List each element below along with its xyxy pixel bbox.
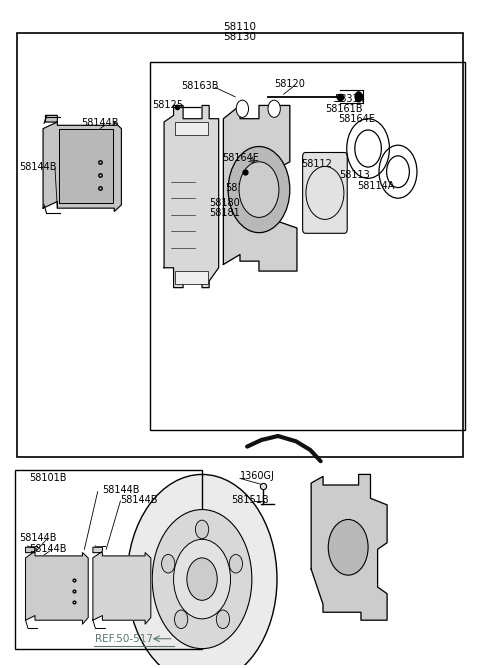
Circle shape [328,520,368,575]
Text: 58144B: 58144B [29,544,66,554]
Circle shape [127,474,277,668]
Text: 58120: 58120 [274,79,305,89]
Text: 58164E: 58164E [222,154,259,164]
Circle shape [239,162,279,217]
Text: 58181: 58181 [209,208,240,218]
Bar [175,271,208,285]
Bar [17,33,463,456]
Polygon shape [59,129,113,203]
Text: 58164E: 58164E [338,114,374,124]
Text: 58125: 58125 [152,100,183,110]
Text: 58114A: 58114A [358,181,395,191]
Text: 58112: 58112 [301,160,332,170]
Circle shape [236,100,249,118]
Polygon shape [311,474,387,620]
Text: 1360GJ: 1360GJ [240,472,275,482]
Circle shape [162,554,175,573]
Circle shape [228,146,290,232]
Circle shape [152,510,252,649]
Text: 58113: 58113 [340,170,371,180]
Text: 58314: 58314 [334,94,365,104]
Text: 58144B: 58144B [102,486,140,496]
Bar [175,122,208,135]
Text: 58144B: 58144B [19,162,57,172]
Circle shape [174,539,230,619]
Circle shape [187,558,217,601]
Text: 58163B: 58163B [180,81,218,91]
Circle shape [216,610,229,629]
Text: 58151B: 58151B [231,494,269,504]
Circle shape [268,100,280,118]
Text: 58144B: 58144B [19,533,57,543]
Text: 58130: 58130 [224,32,256,42]
Text: REF.50-517: REF.50-517 [96,634,153,644]
Bar [14,470,202,649]
Polygon shape [223,106,297,271]
Polygon shape [164,106,219,288]
Text: 58162B: 58162B [225,183,263,193]
Text: 58144B: 58144B [120,494,158,504]
Circle shape [195,520,209,538]
Text: 58144B: 58144B [81,118,119,128]
Text: 58161B: 58161B [325,104,363,114]
Text: 58101B: 58101B [29,474,66,484]
Polygon shape [93,547,151,624]
Text: 58180: 58180 [209,198,240,208]
Text: 58110: 58110 [224,22,256,32]
Circle shape [355,92,362,102]
Polygon shape [43,116,121,212]
FancyBboxPatch shape [302,152,347,233]
Bar [150,62,466,430]
Circle shape [175,610,188,629]
Circle shape [229,554,242,573]
Polygon shape [25,547,88,624]
